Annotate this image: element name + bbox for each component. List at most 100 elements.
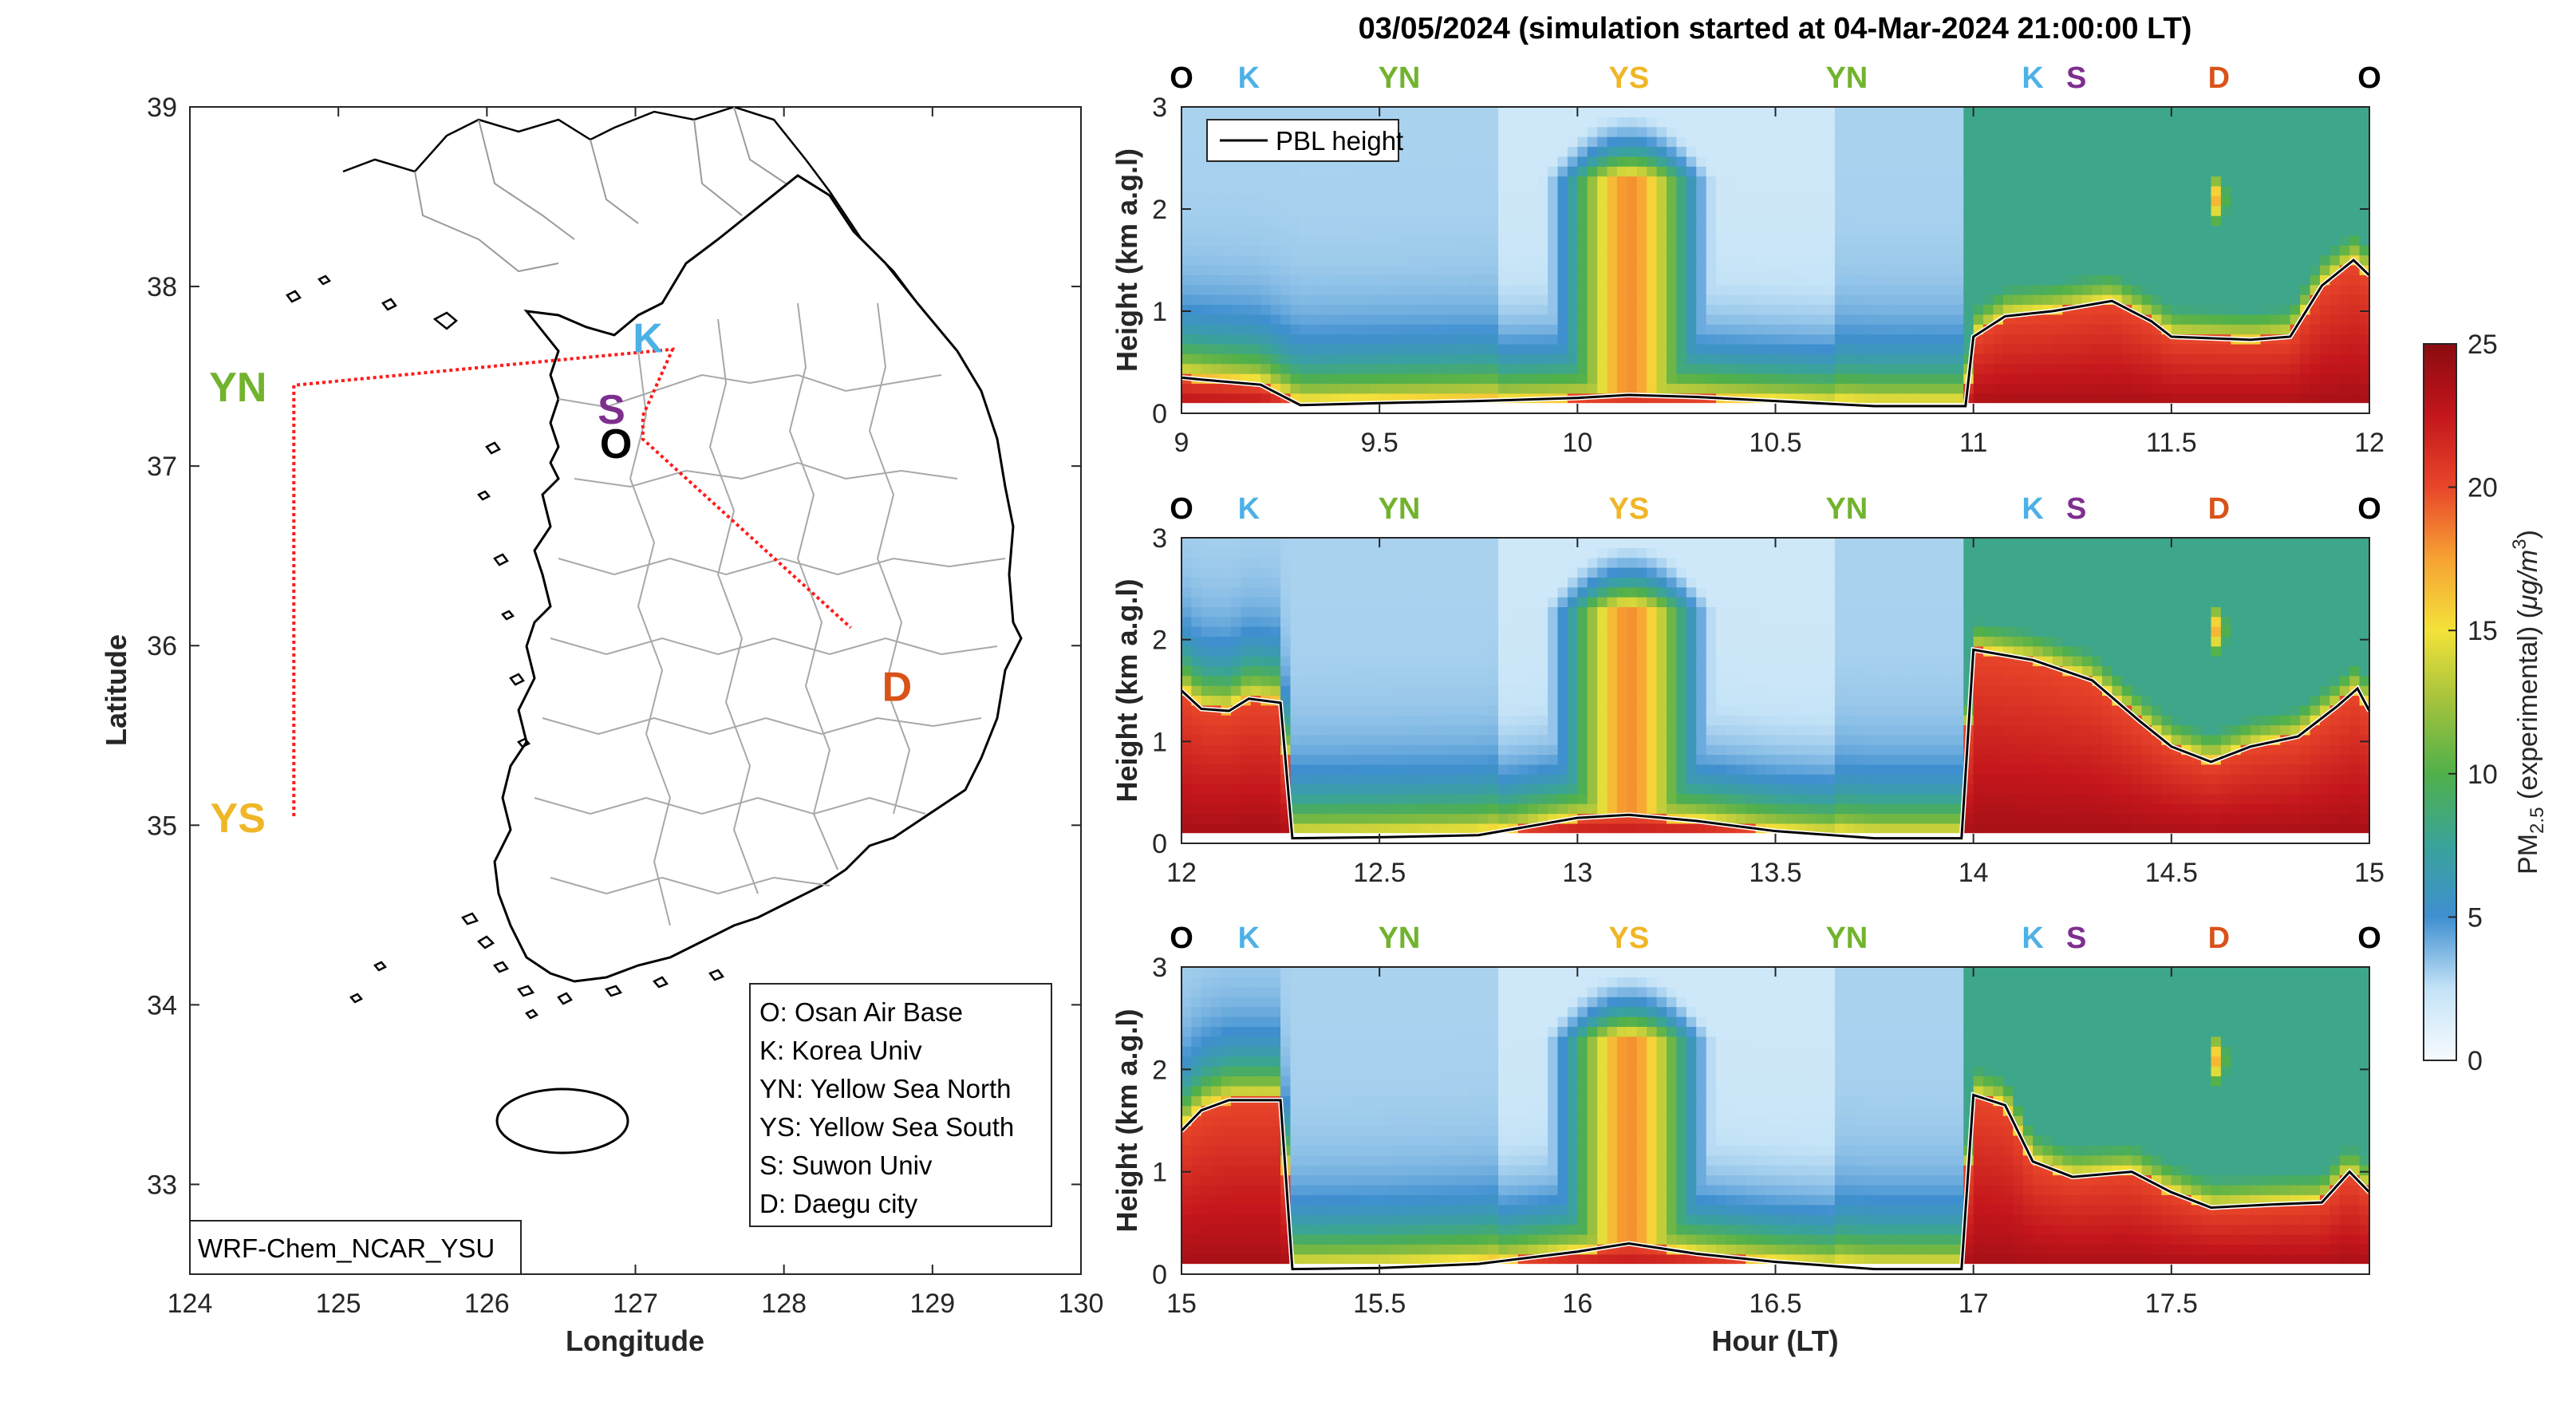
heatmap-cell bbox=[2013, 373, 2024, 385]
heatmap-cell bbox=[1795, 205, 1806, 216]
heatmap-cell bbox=[2161, 166, 2172, 177]
heatmap-cell bbox=[1894, 195, 1905, 207]
heatmap-cell bbox=[1903, 176, 1915, 187]
heatmap-cell bbox=[1528, 353, 1539, 365]
heatmap-cell bbox=[1874, 343, 1885, 354]
heatmap-cell bbox=[1181, 705, 1193, 716]
heatmap-cell bbox=[1627, 255, 1638, 266]
heatmap-cell bbox=[1627, 146, 1638, 157]
heatmap-cell bbox=[1191, 754, 1202, 765]
heatmap-cell bbox=[2082, 373, 2093, 385]
heatmap-cell bbox=[2082, 215, 2093, 227]
heatmap-cell bbox=[1201, 626, 1212, 637]
heatmap-cell bbox=[1468, 383, 1479, 394]
heatmap-cell bbox=[1825, 156, 1836, 167]
heatmap-cell bbox=[1310, 695, 1321, 706]
heatmap-cell bbox=[1923, 225, 1935, 236]
heatmap-cell bbox=[1726, 264, 1737, 275]
heatmap-cell bbox=[1636, 363, 1647, 374]
heatmap-cell bbox=[1458, 626, 1469, 637]
heatmap-cell bbox=[1775, 363, 1786, 374]
heatmap-cell bbox=[1221, 715, 1232, 726]
heatmap-cell bbox=[1379, 734, 1391, 745]
heatmap-cell bbox=[1656, 176, 1667, 187]
heatmap-cell bbox=[1221, 744, 1232, 756]
heatmap-cell bbox=[1508, 334, 1519, 345]
heatmap-cell bbox=[1250, 793, 1261, 804]
heatmap-cell bbox=[1191, 215, 1202, 227]
heatmap-cell bbox=[2290, 304, 2301, 315]
heatmap-cell bbox=[2270, 274, 2281, 286]
heatmap-cell bbox=[1548, 166, 1559, 177]
heatmap-cell bbox=[1181, 616, 1193, 627]
heatmap-cell bbox=[2300, 255, 2311, 266]
heatmap-cell bbox=[1686, 107, 1697, 117]
heatmap-cell bbox=[2052, 343, 2063, 354]
heatmap-cell bbox=[2251, 304, 2262, 315]
heatmap-cell bbox=[2161, 373, 2172, 385]
heatmap-cell bbox=[1537, 245, 1548, 256]
heatmap-cell bbox=[1270, 567, 1281, 578]
heatmap-cell bbox=[2220, 116, 2231, 128]
heatmap-cell bbox=[1300, 255, 1311, 266]
heatmap-cell bbox=[1508, 774, 1519, 785]
heatmap-cell bbox=[2231, 264, 2242, 275]
heatmap-cell bbox=[1418, 126, 1430, 137]
heatmap-cell bbox=[1429, 334, 1440, 345]
heatmap-cell bbox=[1587, 304, 1598, 315]
heatmap-cell bbox=[1330, 304, 1341, 315]
heatmap-cell bbox=[1616, 343, 1627, 354]
heatmap-cell bbox=[2270, 343, 2281, 354]
heatmap-cell bbox=[1398, 715, 1410, 726]
heatmap-cell bbox=[1517, 645, 1529, 657]
heatmap-cell bbox=[2260, 225, 2271, 236]
heatmap-cell bbox=[1280, 176, 1292, 187]
heatmap-cell bbox=[1438, 567, 1450, 578]
heatmap-cell bbox=[1280, 823, 1292, 834]
heatmap-cell bbox=[1418, 656, 1430, 667]
heatmap-cell bbox=[2290, 185, 2301, 196]
heatmap-cell bbox=[1241, 334, 1252, 345]
heatmap-cell bbox=[1409, 334, 1420, 345]
heatmap-cell bbox=[2211, 116, 2222, 128]
heatmap-cell bbox=[1181, 304, 1193, 315]
heatmap-cell bbox=[1438, 264, 1450, 275]
heatmap-cell bbox=[1330, 803, 1341, 815]
heatmap-cell bbox=[2220, 294, 2231, 306]
heatmap-cell bbox=[1498, 284, 1509, 295]
heatmap-cell bbox=[2201, 156, 2212, 167]
heatmap-cell bbox=[1468, 724, 1479, 736]
heatmap-cell bbox=[1270, 724, 1281, 736]
heatmap-cell bbox=[2072, 294, 2083, 306]
heatmap-cell bbox=[2171, 363, 2182, 374]
heatmap-cell bbox=[1241, 304, 1252, 315]
heatmap-cell bbox=[1815, 235, 1826, 246]
heatmap-cell bbox=[1468, 205, 1479, 216]
heatmap-cell bbox=[1418, 626, 1430, 637]
heatmap-cell bbox=[1310, 734, 1321, 745]
heatmap-cell bbox=[1310, 823, 1321, 834]
heatmap-cell bbox=[1201, 606, 1212, 618]
heatmap-cell bbox=[1755, 294, 1766, 306]
heatmap-cell bbox=[1478, 764, 1489, 775]
heatmap-cell bbox=[1647, 274, 1658, 286]
heatmap-cell bbox=[1231, 225, 1242, 236]
heatmap-cell bbox=[1706, 274, 1717, 286]
heatmap-cell bbox=[1735, 235, 1746, 246]
heatmap-cell bbox=[2231, 215, 2242, 227]
heatmap-cell bbox=[1923, 324, 1935, 335]
heatmap-cell bbox=[2082, 107, 2093, 117]
heatmap-cell bbox=[2013, 215, 2024, 227]
heatmap-cell bbox=[1270, 586, 1281, 598]
heatmap-cell bbox=[1874, 176, 1885, 187]
heatmap-cell bbox=[1854, 245, 1865, 256]
heatmap-cell bbox=[1221, 547, 1232, 558]
heatmap-cell bbox=[1231, 363, 1242, 374]
heatmap-cell bbox=[1548, 235, 1559, 246]
heatmap-cell bbox=[1993, 255, 2004, 266]
heatmap-cell bbox=[1201, 324, 1212, 335]
heatmap-cell bbox=[1379, 383, 1391, 394]
heatmap-cell bbox=[2092, 363, 2103, 374]
heatmap-cell bbox=[1825, 205, 1836, 216]
